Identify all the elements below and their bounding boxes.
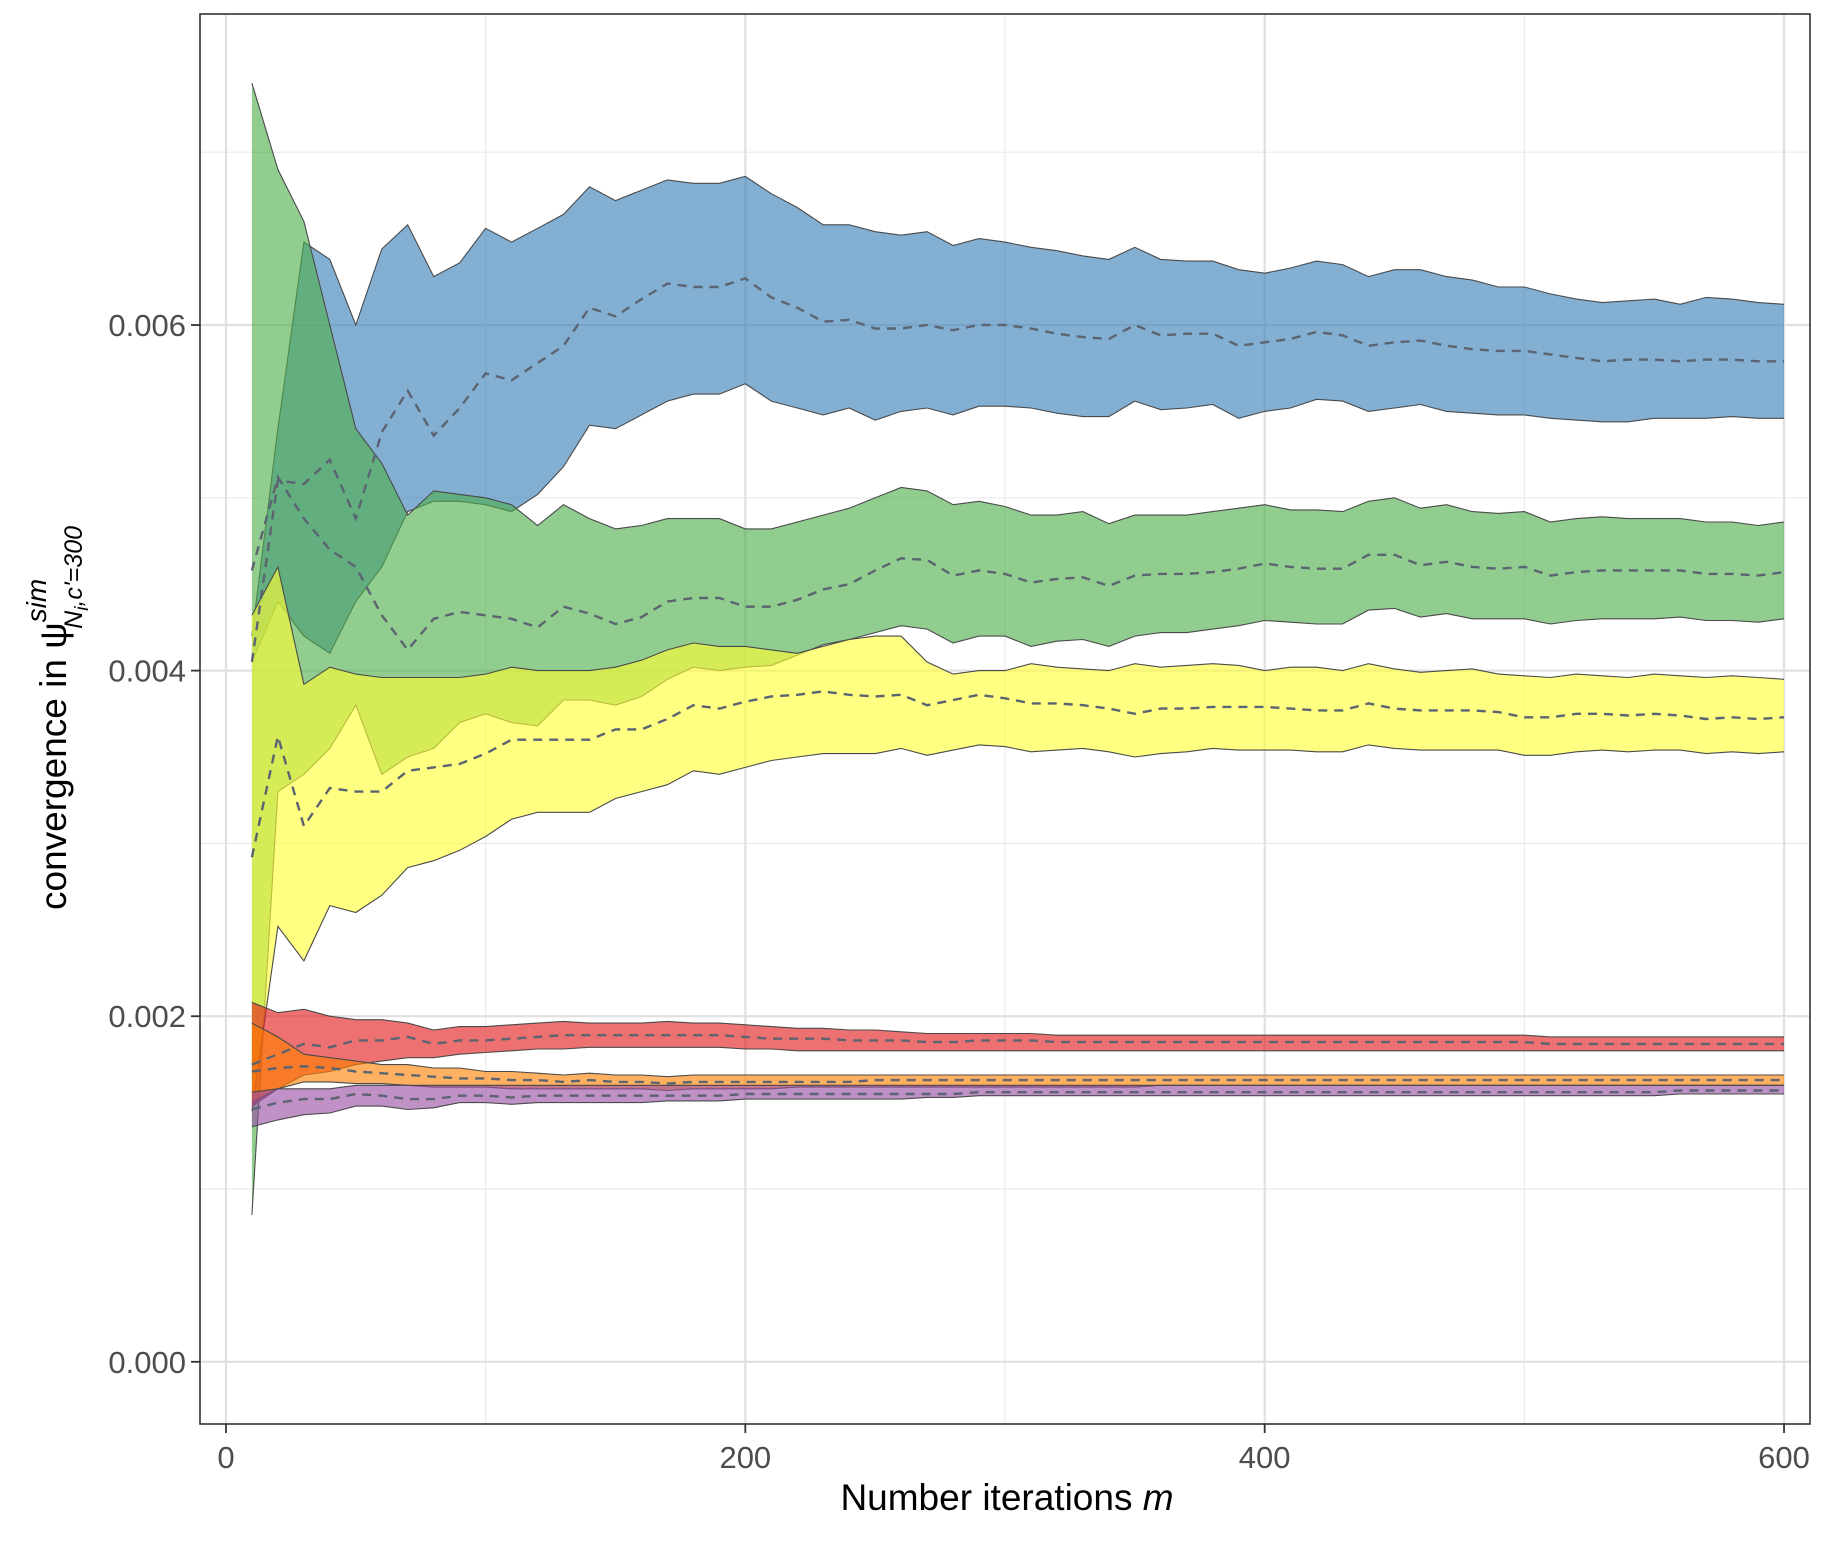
band-3-area bbox=[251, 566, 1784, 1112]
y-axis-title-symbol: ψ bbox=[33, 622, 74, 648]
band-4-area bbox=[251, 1002, 1784, 1107]
band-3-mean-line bbox=[250, 690, 1785, 858]
y-axis-title-subscript-index: i bbox=[72, 606, 93, 611]
x-tick-label: 0 bbox=[217, 1440, 234, 1475]
band-1-upper-edge bbox=[251, 175, 1785, 637]
band-2-upper-edge bbox=[251, 82, 1785, 530]
band-3-lower-edge bbox=[251, 744, 1785, 1112]
y-axis-title-prefix: convergence in bbox=[33, 649, 74, 910]
y-axis-title-superscript: sim bbox=[21, 579, 52, 623]
mean-lines bbox=[250, 277, 1785, 1111]
panel-border bbox=[199, 13, 1811, 1425]
band-1-area bbox=[251, 176, 1784, 662]
y-tick-label: 0.002 bbox=[108, 999, 186, 1034]
band-1-mean-line bbox=[250, 277, 1784, 663]
band-3-upper-edge bbox=[251, 565, 1785, 686]
band-4-lower-edge bbox=[251, 1046, 1784, 1107]
band-6-upper-edge bbox=[251, 1084, 1784, 1093]
y-axis-title-subscript-base: N bbox=[60, 610, 88, 629]
x-tick-label: 600 bbox=[1758, 1440, 1810, 1475]
x-tick-label: 400 bbox=[1239, 1440, 1291, 1475]
y-axis-title-subscript-rest: ,c'=300 bbox=[60, 526, 88, 607]
x-axis-title-text: Number iterations bbox=[840, 1477, 1132, 1518]
x-tick-label: 200 bbox=[719, 1440, 771, 1475]
y-tick-label: 0.000 bbox=[108, 1345, 186, 1380]
axis-ticks: 0 200 400 600 0.000 0.002 0.004 0.006 bbox=[108, 308, 1809, 1475]
x-axis-title-variable: m bbox=[1143, 1477, 1174, 1518]
band-6-lower-edge bbox=[251, 1093, 1784, 1128]
band-5-mean-line bbox=[251, 1065, 1784, 1085]
y-tick-label: 0.006 bbox=[108, 308, 186, 343]
band-5-upper-edge bbox=[251, 1022, 1784, 1078]
band-2-area bbox=[251, 83, 1784, 1215]
y-tick-label: 0.004 bbox=[108, 654, 186, 689]
band-4-upper-edge bbox=[251, 1001, 1784, 1038]
x-axis-title: Number iterations m bbox=[840, 1477, 1173, 1518]
y-axis-title: convergence in ψsim Ni,c'=300 bbox=[21, 526, 93, 910]
band-4-mean-line bbox=[251, 1033, 1784, 1066]
band-6-mean-line bbox=[251, 1089, 1784, 1111]
